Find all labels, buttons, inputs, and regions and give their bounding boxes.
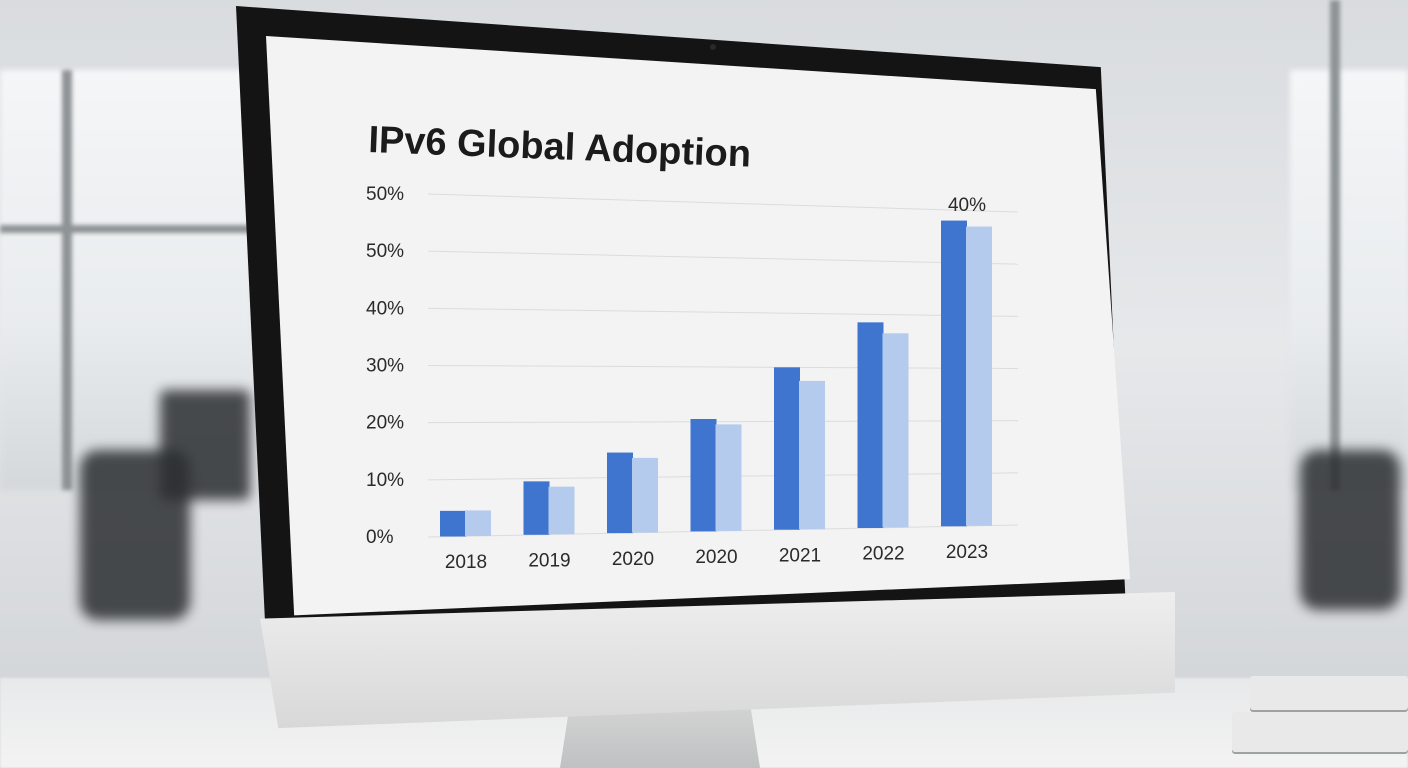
x-category-label: 2019 — [528, 551, 570, 572]
background-monitor — [160, 390, 250, 500]
grid-line — [427, 250, 1019, 265]
bar-2019-series-2 — [548, 486, 575, 535]
book — [1232, 712, 1408, 752]
grid-line — [427, 524, 1019, 538]
bar-2023-series-2 — [966, 226, 992, 526]
bar-2022-series-2 — [882, 333, 909, 528]
data-labels: 40% — [948, 195, 986, 216]
chart-title: IPv6 Global Adoption — [368, 119, 752, 176]
bars — [440, 220, 992, 537]
bar-2023-series-1 — [941, 220, 967, 527]
y-tick-label: 20% — [366, 413, 404, 434]
webcam-icon — [710, 44, 716, 50]
background-mullion — [62, 70, 72, 490]
bar-2018-series-2 — [465, 510, 491, 536]
book — [1250, 676, 1408, 710]
x-category-label: 2022 — [862, 544, 904, 565]
y-axis-tick-labels: 0% 10% 20% 30% 40% 50% 50% — [366, 184, 404, 548]
background-mullion — [0, 225, 250, 233]
bar-2020-series-2 — [632, 457, 658, 533]
bar-2020-series-1 — [690, 418, 717, 532]
grid-line — [427, 420, 1019, 424]
y-tick-label: 10% — [366, 470, 404, 491]
y-tick-label: 30% — [366, 356, 404, 377]
y-tick-label: 50% — [366, 241, 404, 262]
grid-line — [427, 365, 1019, 369]
bar-2020-series-1 — [607, 452, 633, 534]
grid-line — [427, 193, 1019, 213]
x-category-label: 2018 — [445, 552, 487, 573]
bar-2019-series-1 — [523, 481, 550, 535]
bar-2020-series-2 — [715, 424, 742, 531]
background-office-chair — [1300, 450, 1400, 610]
x-category-label: 2023 — [946, 542, 988, 563]
y-tick-label: 40% — [366, 298, 404, 319]
bar-2018-series-1 — [440, 510, 466, 537]
x-category-label: 2021 — [779, 545, 821, 566]
data-label: 40% — [948, 195, 986, 216]
background-mullion — [1330, 0, 1340, 490]
x-axis-category-labels: 2018 2019 2020 2020 2021 2022 2023 — [445, 542, 988, 573]
bar-2021-series-1 — [774, 367, 800, 530]
grid-line — [427, 307, 1019, 317]
y-tick-label: 0% — [366, 527, 394, 548]
bar-2021-series-2 — [799, 380, 825, 530]
x-category-label: 2020 — [695, 547, 737, 568]
x-category-label: 2020 — [612, 549, 654, 570]
background-window-right — [1290, 70, 1408, 490]
bar-2022-series-1 — [857, 322, 884, 528]
y-tick-label: 50% — [366, 184, 404, 205]
